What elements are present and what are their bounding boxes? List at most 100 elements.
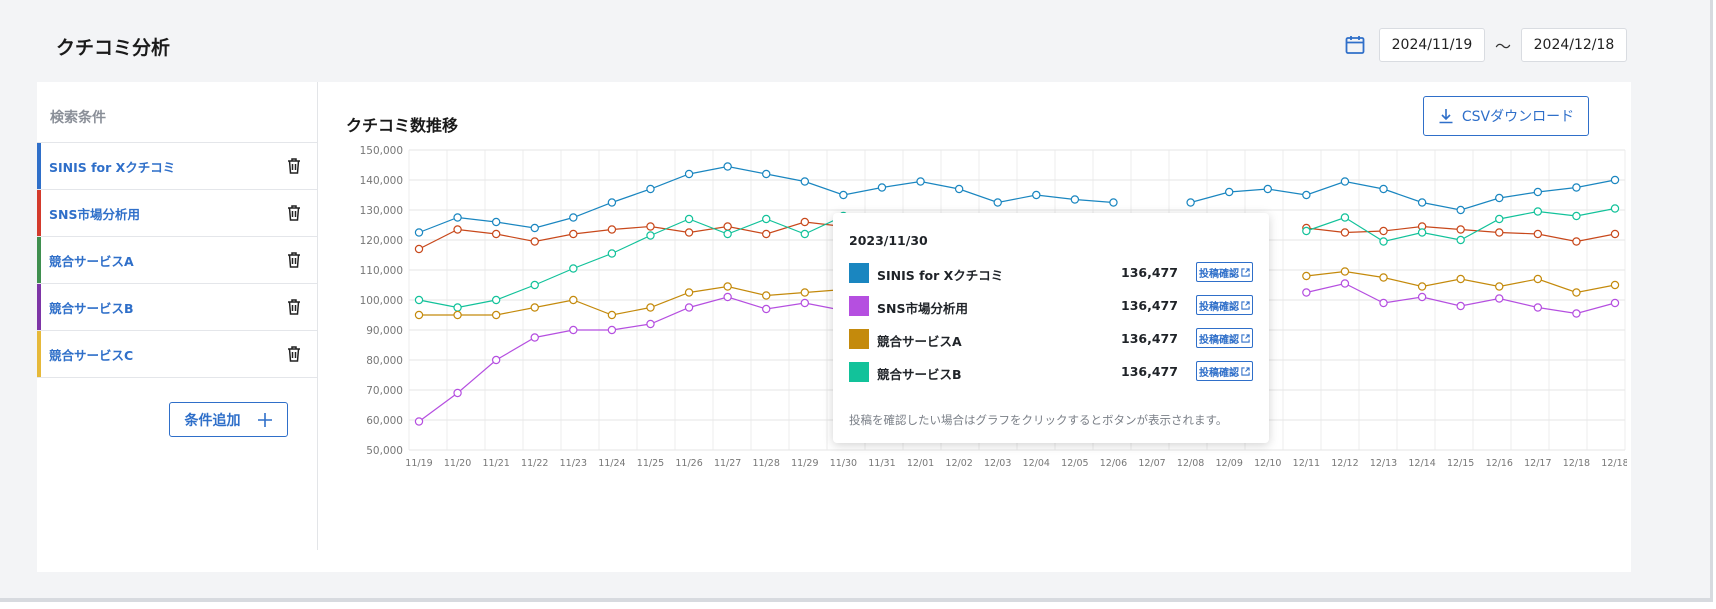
condition-color-bar [37,331,41,377]
x-tick-label: 12/07 [1138,458,1165,469]
y-tick-label: 80,000 [366,355,403,367]
view-posts-button[interactable]: 投稿確認 [1196,262,1253,282]
tooltip-row: 競合サービスB 136,477 投稿確認 [849,361,1253,383]
data-point [800,288,810,297]
data-point [993,198,1002,207]
tooltip-series-name: SINIS for Xクチコミ [877,268,1004,283]
trash-icon[interactable] [286,204,302,222]
data-point [1495,193,1504,203]
data-point [491,229,501,239]
series-swatch [849,263,869,283]
x-tick-label: 12/01 [907,458,934,469]
tooltip-series-value: 136,477 [1121,265,1178,280]
data-point [491,295,501,305]
y-tick-label: 130,000 [360,205,403,217]
x-tick-label: 11/25 [637,458,664,469]
series-line [418,215,844,309]
data-point [453,310,462,320]
csv-download-label: CSVダウンロード [1461,109,1575,125]
y-tick-label: 50,000 [366,445,403,457]
series-line [1190,179,1616,211]
trash-icon[interactable] [286,345,302,363]
data-point [1533,274,1543,284]
data-point [800,177,810,186]
x-tick-label: 11/28 [753,458,780,469]
tooltip-date: 2023/11/30 [849,233,928,248]
analysis-card: 検索条件 SINIS for Xクチコミ SNS市場分析用 競合サービスA [37,82,1631,572]
condition-label: SINIS for Xクチコミ [49,159,176,175]
view-posts-button[interactable]: 投稿確認 [1196,328,1253,348]
data-point [607,325,617,335]
start-date-input[interactable]: 2024/11/19 [1379,28,1485,62]
data-point [1379,298,1388,308]
condition-item-service-a[interactable]: 競合サービスA [37,237,317,284]
chart-title: クチコミ数推移 [346,116,459,135]
data-point [1340,177,1350,186]
data-point [1572,309,1581,318]
data-point [1495,214,1504,224]
tooltip-row: SNS市場分析用 136,477 投稿確認 [849,295,1253,317]
csv-download-button[interactable]: CSVダウンロード [1423,96,1589,136]
data-point [1070,195,1080,204]
data-point [1533,187,1543,197]
data-point [1417,198,1427,207]
data-point [800,298,810,308]
view-posts-label: 投稿確認 [1199,301,1239,313]
series-line [418,296,844,422]
data-point [1456,225,1465,234]
data-point [723,162,732,171]
calendar-icon[interactable] [1343,33,1367,57]
series-swatch [849,362,869,382]
data-point [1340,213,1350,222]
condition-color-bar [37,237,41,283]
x-tick-label: 12/18 [1601,458,1627,469]
condition-item-sinis[interactable]: SINIS for Xクチコミ [37,143,317,190]
end-date-input[interactable]: 2024/12/18 [1521,28,1627,62]
trash-icon[interactable] [286,157,302,175]
data-point [1572,211,1581,221]
y-tick-label: 100,000 [360,295,403,307]
add-condition-label: 条件追加 [184,412,241,429]
data-point [491,355,501,365]
chart-tooltip: 2023/11/30 SINIS for Xクチコミ 136,477 投稿確認 … [833,213,1269,443]
x-tick-label: 11/20 [444,458,471,469]
condition-item-service-b[interactable]: 競合サービスB [37,284,317,331]
data-point [1417,228,1427,237]
data-point [762,304,771,314]
data-point [1610,229,1620,239]
data-point [569,295,578,305]
x-tick-label: 11/29 [791,458,818,469]
trash-icon[interactable] [286,298,302,316]
data-point [530,237,539,246]
add-condition-button[interactable]: 条件追加 [169,402,288,437]
external-link-icon [1241,267,1250,277]
x-tick-label: 11/24 [598,458,625,469]
data-point [1572,288,1581,297]
x-tick-label: 12/03 [984,458,1011,469]
data-point [1610,280,1620,290]
x-tick-label: 12/02 [945,458,972,469]
data-point [684,228,694,237]
x-tick-label: 12/18 [1563,458,1590,469]
condition-item-sns[interactable]: SNS市場分析用 [37,190,317,237]
tooltip-series-name: 競合サービスA [877,334,962,349]
condition-item-service-c[interactable]: 競合サービスC [37,331,317,378]
data-point [1610,298,1620,308]
search-conditions-title: 検索条件 [50,110,106,126]
condition-label: 競合サービスA [49,253,134,269]
x-tick-label: 12/08 [1177,458,1204,469]
data-point [1417,282,1427,291]
data-point [1572,237,1581,246]
x-tick-label: 11/19 [405,458,432,469]
data-point [684,169,694,179]
data-point [1456,235,1465,245]
y-tick-label: 140,000 [360,175,403,187]
data-point [453,213,462,222]
tooltip-series-value: 136,477 [1121,331,1178,346]
condition-color-bar [37,143,41,189]
data-point [607,249,617,258]
view-posts-button[interactable]: 投稿確認 [1196,361,1253,381]
trash-icon[interactable] [286,251,302,269]
data-point [530,280,539,290]
view-posts-button[interactable]: 投稿確認 [1196,295,1253,315]
